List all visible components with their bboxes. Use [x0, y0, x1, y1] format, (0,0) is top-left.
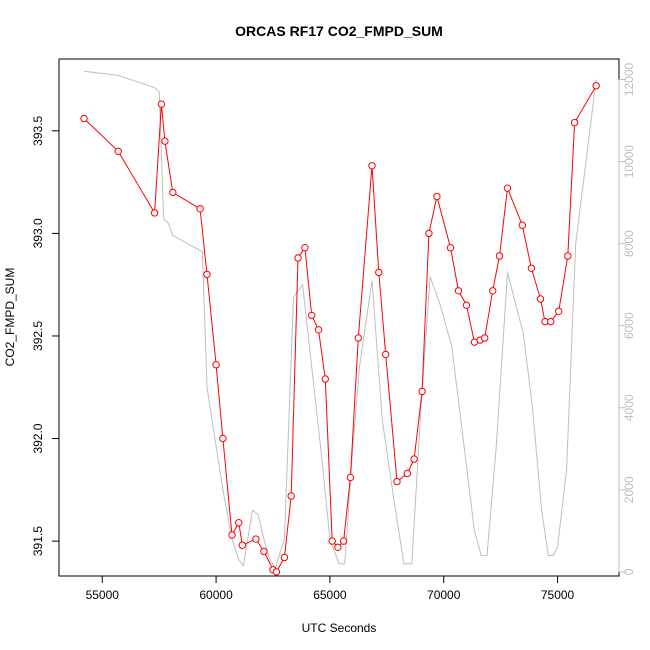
co2-point	[462, 301, 471, 309]
co2-point	[403, 469, 411, 478]
co2-point	[219, 434, 227, 443]
co2-point	[518, 221, 526, 229]
co2-point	[280, 553, 289, 562]
plot-border	[58, 58, 620, 577]
co2-point	[203, 270, 211, 279]
co2-point	[334, 543, 342, 551]
x-tick-label: 65000	[313, 588, 347, 602]
co2-point	[375, 268, 383, 277]
co2-point	[495, 252, 504, 260]
co2-point	[454, 287, 463, 295]
y-axis-right: 0 2000 4000 6000 8000 10000 12000	[618, 63, 636, 575]
co2-point	[314, 326, 323, 334]
chart-title: ORCAS RF17 CO2_FMPD_SUM	[235, 23, 443, 39]
co2-point	[238, 541, 247, 549]
co2-point	[382, 350, 390, 359]
co2-line	[83, 85, 597, 573]
co2-point	[489, 287, 497, 295]
x-tick-label: 70000	[427, 588, 461, 602]
co2-point	[301, 244, 309, 252]
co2-point	[425, 229, 433, 238]
co2-point	[114, 147, 122, 156]
co2-point	[368, 162, 376, 170]
co2-point	[354, 334, 362, 342]
co2-point	[80, 114, 88, 123]
co2-point	[446, 244, 455, 252]
y2-tick-label: 8000	[622, 230, 636, 257]
y2-tick-label: 10000	[622, 145, 636, 179]
y-axis-left: 391.5 392.0 392.5 393.0 393.5	[31, 115, 60, 556]
co2-point	[564, 252, 572, 260]
altitude-line	[83, 70, 597, 569]
y-axis-title: CO2_FMPD_SUM	[3, 268, 17, 367]
y2-tick-label: 4000	[622, 394, 636, 421]
co2-point	[161, 137, 169, 145]
co2-point	[339, 537, 348, 545]
x-axis: 55000 60000 65000 70000 75000	[86, 575, 575, 602]
x-axis-title: UTC Seconds	[302, 621, 377, 635]
co2-point	[228, 531, 236, 539]
co2-point	[536, 295, 545, 303]
co2-point	[287, 492, 295, 500]
co2-point	[272, 568, 281, 576]
co2-point	[150, 209, 159, 217]
co2-point	[481, 334, 489, 342]
co2-point	[592, 82, 600, 90]
co2-point	[294, 254, 302, 262]
co2-point	[235, 519, 243, 527]
y-tick-label: 392.0	[31, 423, 45, 453]
co2-point	[157, 100, 166, 108]
y-tick-label: 393.5	[31, 115, 45, 145]
co2-point	[308, 311, 316, 320]
x-tick-label: 75000	[541, 588, 575, 602]
co2-point	[527, 264, 536, 272]
x-tick-label: 55000	[86, 588, 120, 602]
co2-point	[418, 387, 426, 396]
co2-point	[252, 535, 260, 543]
y-tick-label: 393.0	[31, 218, 45, 248]
y2-tick-label: 12000	[622, 63, 636, 97]
co2-point	[555, 307, 563, 315]
co2-point	[321, 375, 329, 383]
co2-point	[410, 455, 418, 463]
y2-tick-label: 0	[622, 568, 636, 575]
x-tick-label: 60000	[199, 588, 233, 602]
co2-point	[169, 188, 177, 197]
y-tick-label: 392.5	[31, 321, 45, 351]
y-tick-label: 391.5	[31, 526, 45, 556]
co2-point	[328, 537, 336, 545]
co2-point	[346, 473, 355, 482]
co2-point	[393, 477, 401, 486]
co2-point	[260, 547, 268, 556]
co2-point	[503, 184, 512, 192]
y2-tick-label: 6000	[622, 312, 636, 339]
co2-point	[212, 361, 220, 369]
co2-point	[196, 205, 204, 213]
co2-point	[570, 118, 579, 127]
co2-point	[433, 192, 441, 201]
plot-frame	[58, 58, 620, 577]
co2-point	[547, 317, 555, 326]
series-group	[80, 70, 600, 576]
y2-tick-label: 2000	[622, 476, 636, 503]
